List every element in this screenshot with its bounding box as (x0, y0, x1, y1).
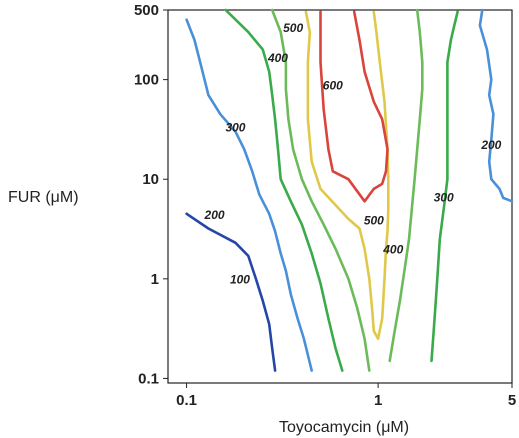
axes-box (167, 9, 513, 384)
contour-line-600 (319, 10, 389, 203)
y-tick-label: 500 (134, 2, 159, 19)
contour-line-500 (304, 10, 390, 341)
contour-line-100 (185, 212, 277, 372)
x-axis-label: Toyocamycin (μM) (279, 419, 409, 436)
x-tick-labels: 0.1 1 5 (176, 383, 516, 409)
y-tick-label: 10 (142, 171, 159, 188)
contour-label-400: 400 (267, 51, 288, 65)
x-tick-label: 1 (374, 392, 382, 409)
plot-frame (167, 9, 513, 384)
y-axis-label: FUR (μM) (8, 189, 79, 206)
y-tick-label: 1 (151, 271, 159, 288)
y-tick-labels: 0.1 1 10 100 500 (134, 2, 168, 387)
contour-labels: 100 200 300 400 500 600 500 400 300 200 (204, 21, 502, 286)
x-tick-label: 0.1 (176, 392, 197, 409)
contour-line-300 (430, 10, 459, 363)
contour-line-400 (270, 8, 371, 372)
contour-line-400 (388, 8, 424, 363)
contour-label-300: 300 (434, 190, 454, 204)
contour-label-200: 200 (204, 208, 225, 222)
contour-line-300 (224, 8, 344, 372)
contour-label-400: 400 (382, 242, 403, 256)
contour-label-500: 500 (364, 214, 384, 228)
contour-label-200: 200 (480, 138, 501, 152)
contour-label-500: 500 (283, 21, 303, 35)
contour-line-200 (478, 8, 514, 203)
contour-label-100: 100 (230, 272, 250, 286)
contour-label-300: 300 (225, 121, 245, 135)
contour-lines (185, 8, 514, 372)
contour-line-200 (185, 18, 313, 372)
y-tick-label: 100 (134, 72, 159, 89)
x-tick-label: 5 (508, 392, 516, 409)
y-tick-label: 0.1 (138, 370, 159, 387)
contour-label-600: 600 (323, 78, 343, 92)
